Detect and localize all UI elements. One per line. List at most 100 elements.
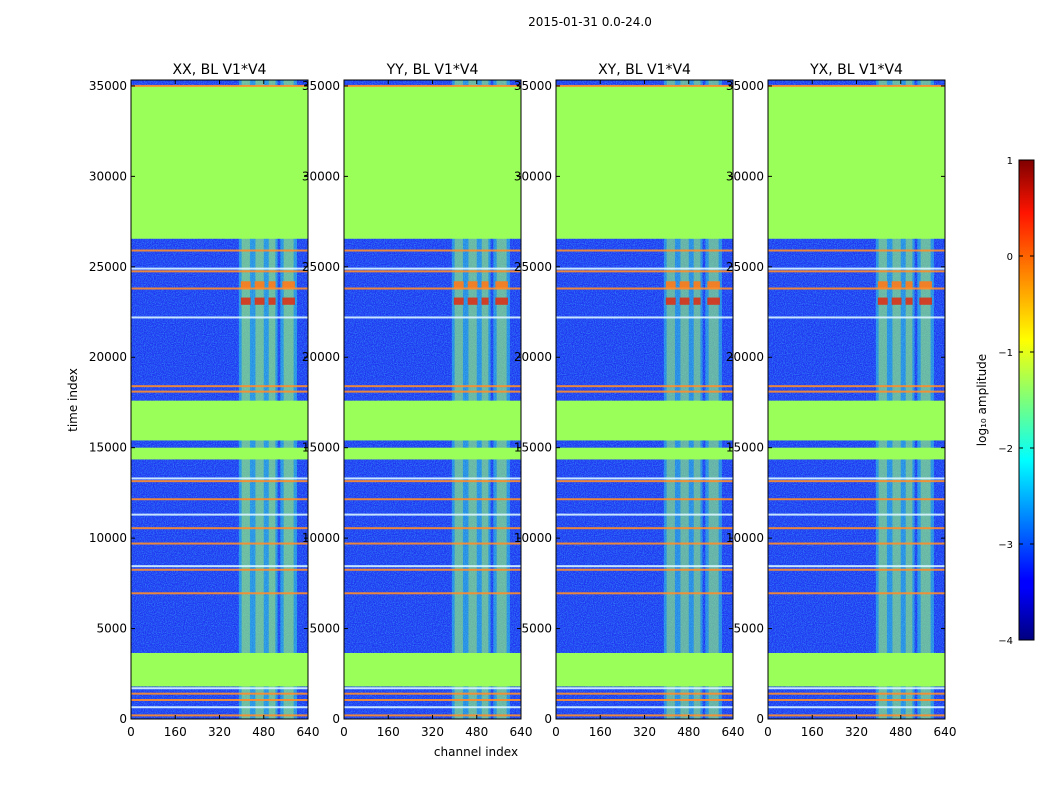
y-tick-label: 35000 [89, 79, 127, 93]
rfi-line [556, 565, 733, 568]
colorbar-tick-label: −3 [998, 540, 1013, 551]
rfi-line [131, 316, 308, 319]
rfi-line [556, 706, 733, 709]
y-tick-label: 5000 [733, 622, 764, 636]
hot-spot [679, 281, 690, 289]
y-tick-label: 30000 [302, 169, 340, 183]
rfi-line [131, 477, 308, 480]
colorbar-gradient [1018, 159, 1035, 641]
rfi-line [131, 267, 308, 270]
rfi-line [131, 542, 308, 545]
bright-channel-core [920, 80, 931, 719]
rfi-line [131, 385, 308, 388]
bright-channel-core [693, 80, 701, 719]
rfi-line [556, 385, 733, 388]
x-tick-label: 320 [421, 725, 444, 739]
y-tick-label: 10000 [514, 531, 552, 545]
rfi-line [556, 699, 733, 702]
x-tick-label: 640 [722, 725, 745, 739]
y-tick-label: 0 [544, 712, 552, 726]
rfi-line [556, 542, 733, 545]
colorbar-tick-label: 1 [1007, 156, 1013, 167]
x-tick-label: 480 [465, 725, 488, 739]
hot-spot [679, 297, 690, 305]
bright-channel-core [468, 80, 477, 719]
bright-channel-band [465, 80, 480, 719]
rfi-line [768, 267, 945, 270]
bright-channel-band [493, 80, 510, 719]
rfi-line [768, 270, 945, 273]
hot-spot [467, 297, 478, 305]
y-tick-label: 35000 [302, 79, 340, 93]
rfi-line [344, 385, 521, 388]
hot-spot [707, 297, 720, 305]
rfi-line [768, 542, 945, 545]
x-tick-label: 320 [633, 725, 656, 739]
rfi-line [344, 513, 521, 516]
rfi-line [344, 542, 521, 545]
rfi-line [556, 592, 733, 595]
bright-channel-core [481, 80, 489, 719]
y-tick-label: 10000 [726, 531, 764, 545]
rfi-line [556, 527, 733, 530]
rfi-line [768, 692, 945, 695]
flagged-region [344, 447, 521, 460]
hot-spot [905, 297, 913, 305]
bright-channel-band [677, 80, 692, 719]
hot-spot [891, 297, 902, 305]
colorbar-tick-label: 0 [1007, 252, 1013, 263]
rfi-line [556, 249, 733, 252]
rfi-line [768, 527, 945, 530]
rfi-line [768, 498, 945, 501]
flagged-region [556, 400, 733, 441]
x-tick-label: 320 [208, 725, 231, 739]
rfi-line [131, 498, 308, 501]
hot-spot [240, 297, 251, 305]
x-tick-label: 0 [764, 725, 772, 739]
y-tick-label: 15000 [514, 441, 552, 455]
x-tick-label: 0 [127, 725, 135, 739]
y-axis-label: time index [66, 368, 80, 432]
y-tick-label: 0 [332, 712, 340, 726]
rfi-line [344, 249, 521, 252]
rfi-line [131, 249, 308, 252]
rfi-line [344, 316, 521, 319]
bright-channel-band [238, 80, 253, 719]
y-tick-label: 30000 [89, 169, 127, 183]
colorbar-tick-label: −1 [998, 348, 1013, 359]
rfi-line [131, 287, 308, 290]
rfi-line [344, 267, 521, 270]
rfi-line [344, 390, 521, 393]
heatmap-image [556, 80, 733, 719]
rfi-line [344, 692, 521, 695]
rfi-line [344, 592, 521, 595]
x-tick-label: 480 [252, 725, 275, 739]
hot-spot [495, 281, 508, 289]
flagged-region [556, 652, 733, 687]
hot-spot [481, 281, 489, 289]
rfi-line [768, 513, 945, 516]
hot-spot [453, 281, 464, 289]
bright-channel-band [875, 80, 890, 719]
heatmap-image [131, 80, 308, 719]
rfi-line [768, 565, 945, 568]
y-tick-label: 20000 [726, 350, 764, 364]
bright-channel-core [454, 80, 463, 719]
x-tick-label: 0 [340, 725, 348, 739]
bright-channel-core [255, 80, 264, 719]
rfi-line [344, 480, 521, 483]
heatmap-image [768, 80, 945, 719]
bright-channel-core [496, 80, 507, 719]
y-tick-label: 20000 [514, 350, 552, 364]
bright-channel-band [917, 80, 934, 719]
hot-spot [877, 297, 888, 305]
colorbar-label: log₁₀ amplitude [975, 354, 989, 446]
x-tick-label: 480 [889, 725, 912, 739]
bright-channel-band [266, 80, 278, 719]
y-tick-label: 25000 [514, 260, 552, 274]
rfi-line [131, 706, 308, 709]
y-tick-label: 15000 [89, 441, 127, 455]
rfi-line [768, 249, 945, 252]
rfi-line [556, 287, 733, 290]
rfi-line [131, 687, 308, 690]
